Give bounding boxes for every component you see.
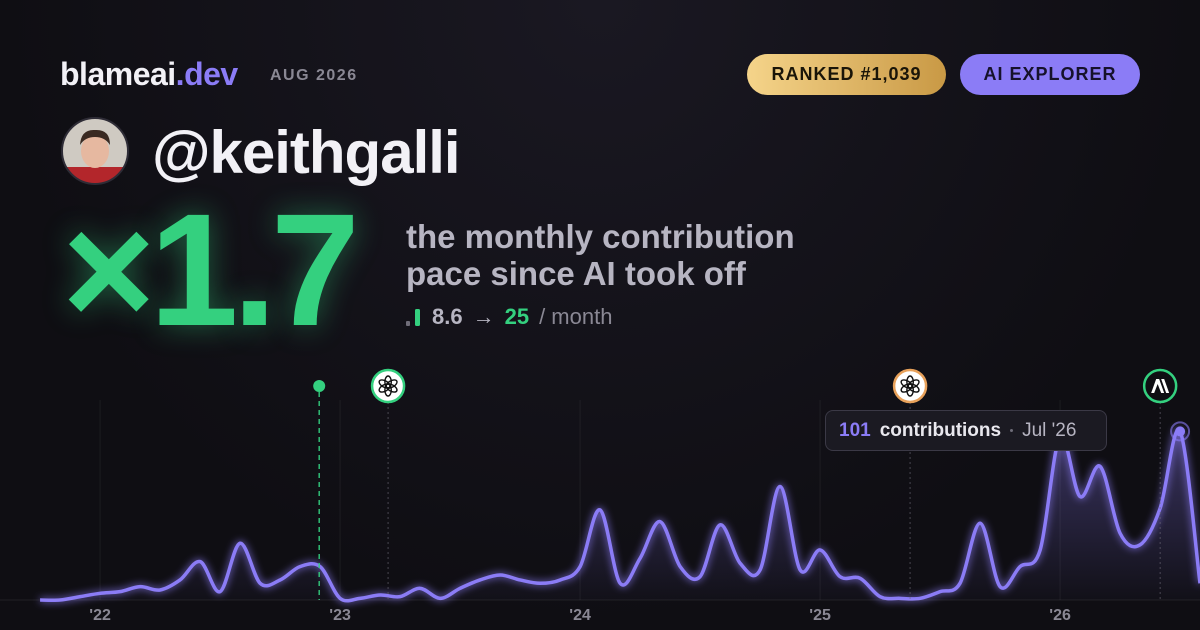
anthropic-glyph: [1151, 379, 1170, 393]
pace-after: 25: [504, 304, 530, 329]
period: AUG 2026: [270, 67, 358, 84]
tooltip-date: Jul '26: [1022, 419, 1077, 441]
description: the monthly contribution pace since AI t…: [406, 218, 795, 292]
pace-unit: / month: [539, 304, 613, 329]
event-marker: [1142, 368, 1178, 600]
brand-name: blameai: [60, 56, 176, 92]
tooltip-value: 101: [839, 419, 871, 441]
tooltip-separator: [1010, 429, 1014, 432]
brand: blameai.dev: [60, 56, 238, 93]
pace: 8.6 → 25 / month: [406, 304, 612, 330]
x-tick-label: '22: [89, 607, 111, 624]
event-icon-bg: [892, 368, 928, 404]
tooltip: 101 contributions Jul '26: [825, 410, 1107, 451]
x-tick-label: '24: [569, 607, 591, 624]
pace-arrow: →: [472, 304, 495, 329]
openai-petal: [900, 379, 913, 389]
x-tick-label: '26: [1049, 607, 1071, 624]
multiplier: ×1.7: [62, 180, 360, 359]
tier-badge: AI EXPLORER: [960, 54, 1140, 95]
rank-badge: RANKED #1,039: [747, 54, 946, 95]
event-icon-bg: [370, 368, 406, 404]
tooltip-label: contributions: [879, 419, 1002, 441]
event-dot: [313, 380, 326, 392]
line: [40, 428, 1200, 603]
event-marker: [892, 368, 928, 600]
x-tick-label: '25: [809, 607, 831, 624]
brand-suffix: .dev: [175, 56, 239, 92]
handle: @keithgalli: [152, 119, 461, 186]
event-marker: [370, 368, 406, 600]
openai-petal: [378, 379, 391, 389]
hover-ring: [1170, 421, 1191, 442]
pace-icon: [406, 309, 420, 326]
hover-point: [1175, 426, 1186, 437]
event-marker: [313, 380, 326, 600]
avatar: [61, 117, 129, 185]
x-tick-label: '23: [329, 607, 351, 624]
pace-before: 8.6: [432, 304, 463, 329]
area-fill: [40, 429, 1200, 601]
